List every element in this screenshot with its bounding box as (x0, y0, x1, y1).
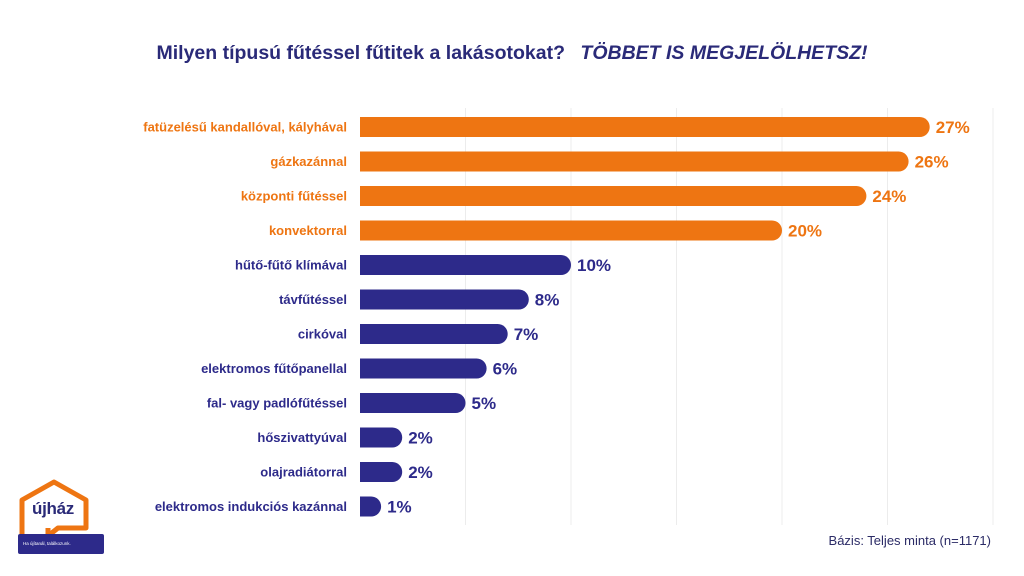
value-label: 1% (387, 498, 412, 517)
category-label: konvektorral (269, 223, 347, 238)
category-label: elektromos fűtőpanellal (201, 361, 347, 376)
category-label: olajradiátorral (260, 465, 347, 480)
value-label: 20% (788, 222, 822, 241)
bar (360, 393, 466, 413)
chart-title-main: Milyen típusú fűtéssel fűtitek a lakásot… (156, 42, 565, 64)
bar (360, 117, 930, 137)
bar (360, 220, 783, 241)
category-label: cirkóval (298, 327, 347, 342)
bar (360, 255, 571, 275)
value-label: 5% (472, 394, 497, 413)
logo-tagline: Ha újítanál, találkozunk. (18, 534, 104, 554)
category-label: hőszivattyúval (257, 430, 347, 445)
category-label: távfűtéssel (279, 292, 347, 307)
chart-subtitle: TÖBBET IS MEGJELÖLHETSZ! (580, 42, 868, 64)
bar (360, 151, 909, 172)
value-label: 2% (408, 463, 433, 482)
value-label: 26% (915, 153, 949, 172)
bar (360, 462, 403, 482)
value-label: 7% (514, 325, 539, 344)
category-label: elektromos indukciós kazánnal (155, 499, 347, 514)
value-label: 8% (535, 291, 560, 310)
value-label: 24% (872, 187, 906, 206)
chart-title: Milyen típusú fűtéssel fűtitek a lakásot… (0, 42, 1024, 65)
footnote: Bázis: Teljes minta (n=1171) (828, 533, 991, 548)
category-label: hűtő-fűtő klímával (235, 258, 347, 273)
ujhaz-logo: újház Ha újítanál, találkozunk. (18, 478, 104, 558)
bar (360, 289, 529, 310)
value-label: 6% (493, 360, 518, 379)
logo-wordmark: újház (32, 499, 74, 518)
value-label: 10% (577, 256, 611, 275)
category-label: fal- vagy padlófűtéssel (207, 396, 347, 411)
category-label: gázkazánnal (270, 154, 347, 169)
bar (360, 324, 508, 344)
bar (360, 358, 487, 379)
category-label: központi fűtéssel (241, 189, 347, 204)
bar (360, 427, 403, 448)
bar (360, 496, 382, 517)
category-label: fatüzelésű kandallóval, kályhával (143, 120, 347, 135)
value-label: 2% (408, 429, 433, 448)
value-label: 27% (936, 118, 970, 137)
bar (360, 186, 867, 206)
